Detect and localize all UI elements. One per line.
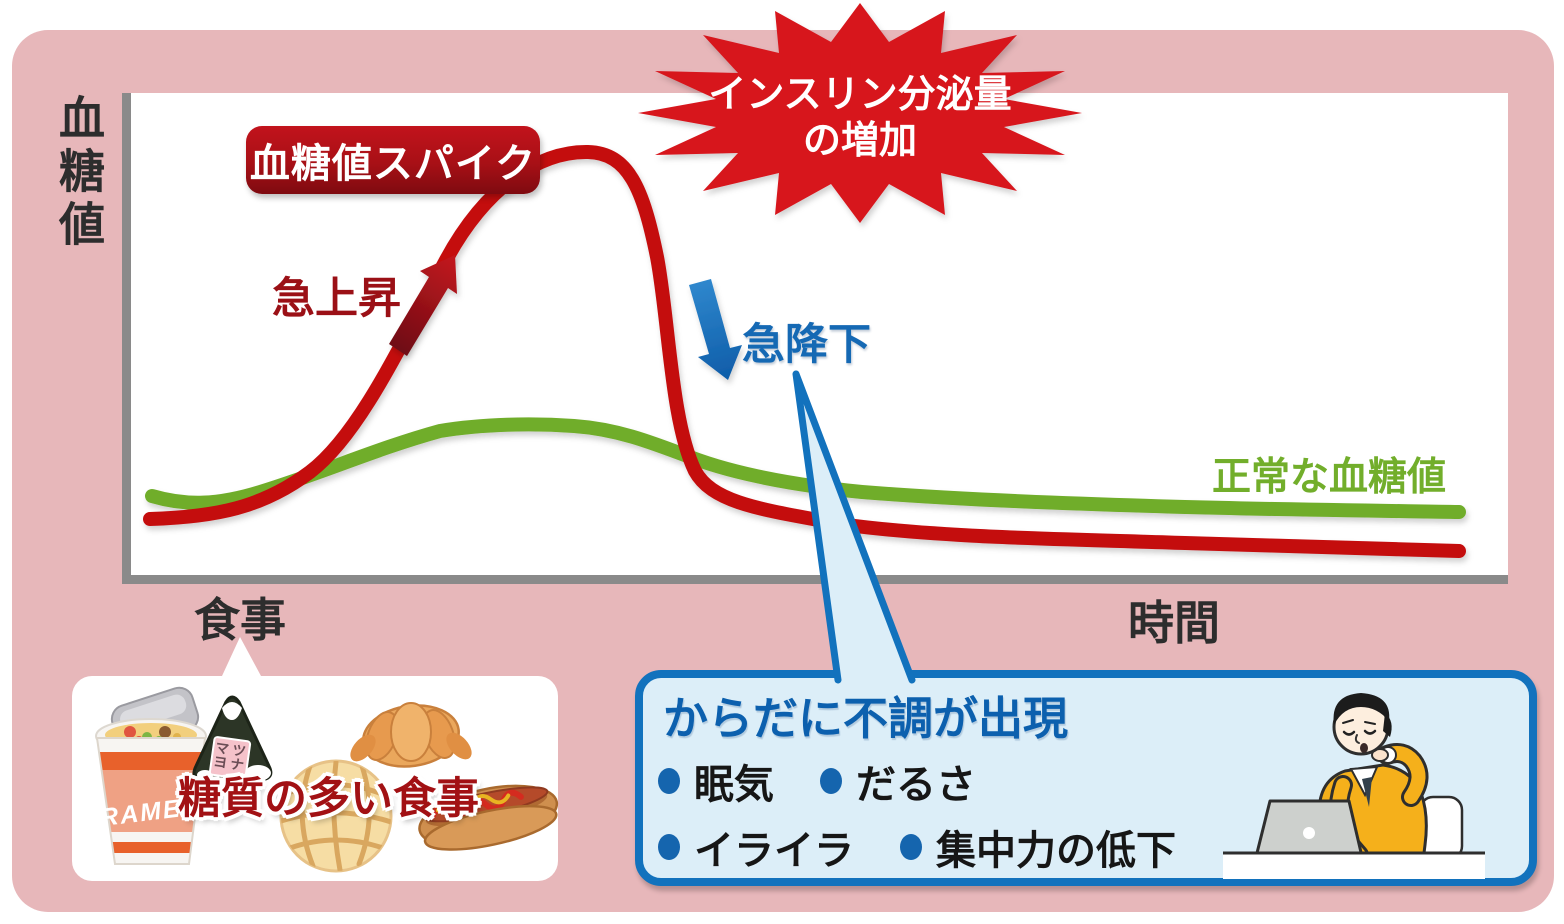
symptom-list-row-2: イライラ 集中力の低下: [658, 818, 1176, 876]
insulin-burst-label: インスリン分泌量 の増加: [650, 72, 1070, 165]
symptom-item: だるさ: [820, 752, 976, 810]
symptom-item: 集中力の低下: [900, 818, 1176, 876]
symptom-list-row-1: 眠気 だるさ: [658, 752, 976, 810]
drop-label: 急降下: [742, 321, 871, 369]
x-axis-line: [122, 575, 1508, 584]
normal-curve-label: 正常な血糖値: [1212, 456, 1447, 499]
spike-badge: 血糖値スパイク: [246, 126, 540, 194]
symptom-text: 眠気: [694, 763, 774, 807]
rise-label: 急上昇: [272, 275, 401, 323]
insulin-burst-line1: インスリン分泌量: [708, 74, 1012, 116]
symptom-item: 眠気: [658, 752, 774, 810]
y-axis-line: [122, 93, 131, 584]
y-axis-label: 血糖値: [53, 94, 105, 253]
bullet-icon: [820, 768, 842, 794]
bullet-icon: [658, 768, 680, 794]
meal-label: 食事: [194, 594, 286, 646]
symptom-text: イライラ: [694, 829, 854, 873]
symptom-text: だるさ: [856, 763, 976, 807]
food-caption: 糖質の多い食事: [178, 775, 479, 823]
symptom-title: からだに不調が出現: [663, 693, 1069, 744]
bullet-icon: [658, 834, 680, 860]
symptom-text: 集中力の低下: [936, 829, 1176, 873]
spike-badge-label: 血糖値スパイク: [249, 142, 537, 186]
insulin-burst-line2: の増加: [802, 120, 917, 163]
x-axis-label: 時間: [1128, 597, 1220, 649]
bullet-icon: [900, 834, 922, 860]
symptom-item: イライラ: [658, 818, 854, 876]
